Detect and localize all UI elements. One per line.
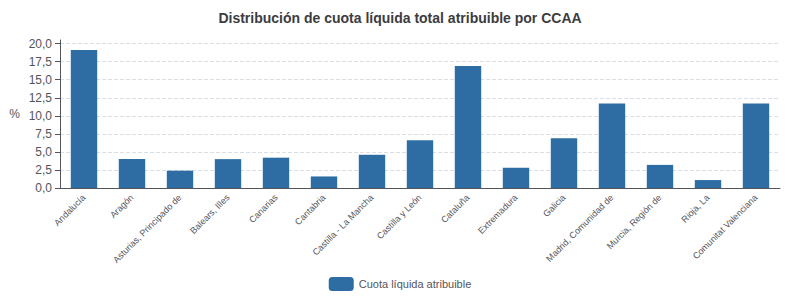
svg-text:Madrid, Comunidad de: Madrid, Comunidad de: [544, 192, 615, 263]
svg-text:Canarias: Canarias: [247, 192, 280, 225]
svg-text:Asturias, Principado de: Asturias, Principado de: [111, 192, 183, 264]
svg-text:Cataluña: Cataluña: [439, 192, 472, 225]
svg-text:20,0: 20,0: [29, 37, 53, 51]
svg-text:Aragón: Aragón: [108, 192, 136, 220]
svg-text:%: %: [9, 107, 20, 121]
svg-text:Andalucía: Andalucía: [52, 192, 87, 227]
svg-text:Castilla - La Mancha: Castilla - La Mancha: [311, 192, 376, 257]
svg-text:Castilla y León: Castilla y León: [375, 192, 424, 241]
svg-text:Cuota líquida atribuible: Cuota líquida atribuible: [359, 278, 472, 290]
svg-text:12,5: 12,5: [29, 91, 53, 105]
svg-text:15,0: 15,0: [29, 73, 53, 87]
svg-text:7,5: 7,5: [35, 127, 52, 141]
svg-text:Extremadura: Extremadura: [476, 192, 519, 235]
svg-text:Galicia: Galicia: [541, 192, 567, 218]
svg-text:Rioja, La: Rioja, La: [679, 192, 711, 224]
svg-text:Comunitat Valenciana: Comunitat Valenciana: [691, 192, 760, 261]
svg-text:10,0: 10,0: [29, 109, 53, 123]
svg-text:2,5: 2,5: [35, 163, 52, 177]
svg-text:0,0: 0,0: [35, 181, 52, 195]
svg-text:Distribución de cuota líquida: Distribución de cuota líquida total atri…: [218, 10, 581, 26]
svg-text:Murcia, Región de: Murcia, Región de: [605, 192, 664, 251]
svg-text:17,5: 17,5: [29, 55, 53, 69]
svg-text:Balears, Illes: Balears, Illes: [188, 192, 232, 236]
svg-text:Cantabria: Cantabria: [293, 192, 328, 227]
svg-text:5,0: 5,0: [35, 145, 52, 159]
